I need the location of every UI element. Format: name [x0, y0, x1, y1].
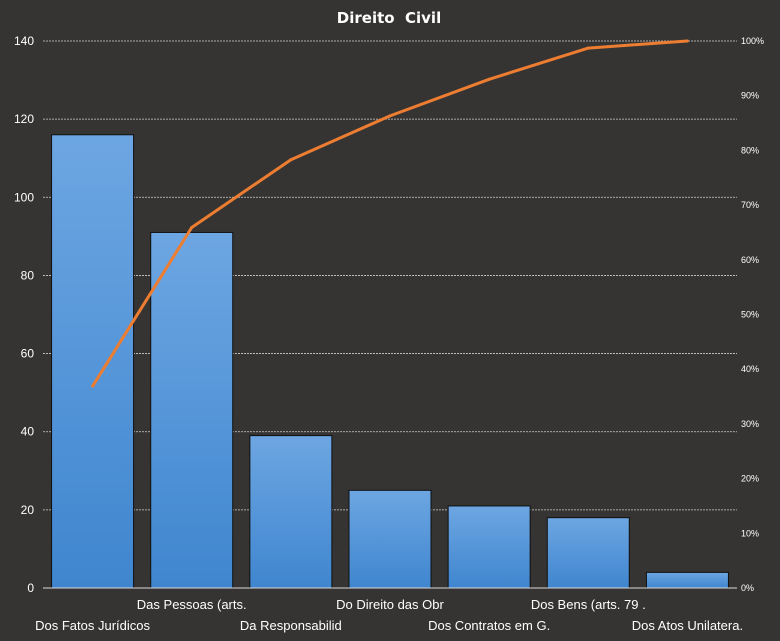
- y-tick-label: 100: [14, 190, 34, 204]
- y-tick-label: 0: [27, 581, 34, 595]
- y-tick-label: 140: [14, 34, 34, 48]
- gridlines: [43, 40, 737, 511]
- x-tick-label: Dos Fatos Jurídicos: [35, 618, 150, 633]
- line-point: [388, 114, 392, 118]
- y2-tick-label: 70%: [741, 200, 759, 210]
- x-tick-label: Dos Bens (arts. 79 .: [531, 597, 646, 612]
- line-point: [190, 226, 194, 230]
- y2-tick-label: 10%: [741, 528, 759, 538]
- y2-tick-label: 30%: [741, 419, 759, 429]
- line-point: [91, 384, 95, 388]
- bar: [150, 231, 234, 589]
- bar: [51, 134, 135, 589]
- x-tick-label: Do Direito das Obr: [336, 597, 444, 612]
- cumulative-line: [91, 39, 689, 388]
- x-tick-label: Dos Contratos em G.: [428, 618, 550, 633]
- y2-tick-label: 80%: [741, 145, 759, 155]
- bar: [645, 571, 729, 589]
- y-tick-label: 40: [21, 425, 35, 439]
- y2-tick-label: 20%: [741, 474, 759, 484]
- bar: [546, 517, 630, 589]
- y-tick-label: 60: [21, 347, 35, 361]
- line-point: [586, 46, 590, 50]
- y2-tick-label: 100%: [741, 36, 764, 46]
- line-point: [289, 158, 293, 162]
- bars: [51, 134, 729, 589]
- y2-tick-label: 0%: [741, 583, 754, 593]
- y-axis: 0 20 40 60 80 100 120 140: [14, 34, 34, 595]
- y-tick-label: 80: [21, 268, 35, 282]
- bar: [447, 505, 531, 589]
- y2-tick-label: 40%: [741, 364, 759, 374]
- y2-tick-label: 90%: [741, 91, 759, 101]
- x-tick-label: Das Pessoas (arts.: [137, 597, 247, 612]
- x-tick-label: Dos Atos Unilatera.: [632, 618, 743, 633]
- x-axis: Dos Fatos Jurídicos Das Pessoas (arts. Da …: [35, 587, 743, 633]
- line-point: [487, 77, 491, 81]
- chart-title: Direito Civil: [337, 9, 441, 27]
- y2-axis: 0% 10% 20% 30% 40% 50% 60% 70% 80% 90% 100%: [741, 36, 764, 593]
- y-tick-label: 20: [21, 503, 35, 517]
- line-point: [685, 39, 689, 43]
- y-tick-label: 120: [14, 112, 34, 126]
- x-tick-label: Da Responsabilid: [240, 618, 342, 633]
- y2-tick-label: 50%: [741, 310, 759, 320]
- y2-tick-label: 60%: [741, 255, 759, 265]
- bar: [249, 435, 333, 589]
- bar: [348, 489, 432, 589]
